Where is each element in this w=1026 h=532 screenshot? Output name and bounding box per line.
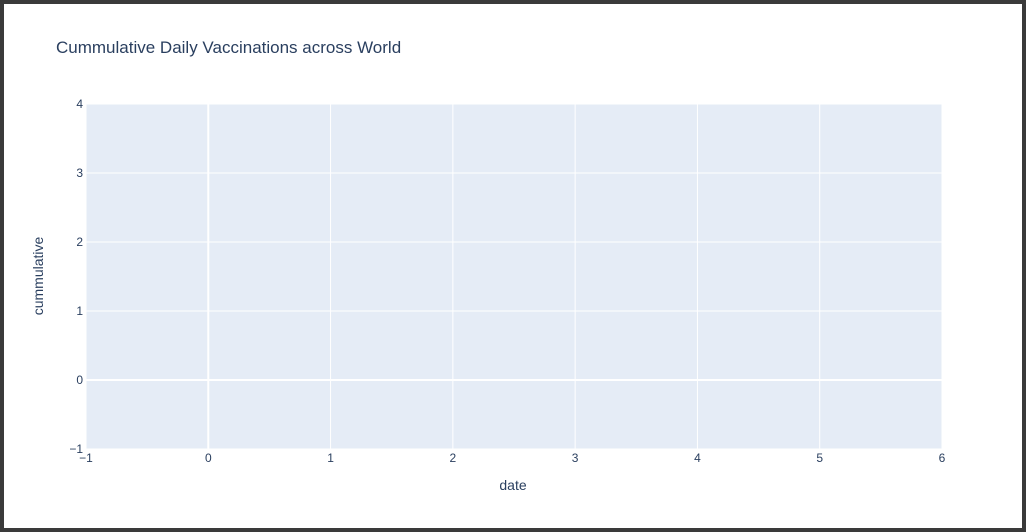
x-gridlines <box>85 104 943 449</box>
x-tick-label: 6 <box>939 451 946 465</box>
y-gridlines <box>86 103 942 450</box>
y-axis-title: cummulative <box>30 237 46 316</box>
y-axis-ticks: −1 0 1 2 3 4 <box>69 97 83 456</box>
chart-frame: −1 0 1 2 3 4 5 6 −1 0 1 2 3 4 Cummulative Daily Vacc… <box>4 4 1022 528</box>
x-axis-ticks: −1 0 1 2 3 4 5 6 <box>79 451 946 465</box>
x-tick-label: 1 <box>327 451 334 465</box>
y-tick-label: 4 <box>76 97 83 111</box>
y-tick-label: −1 <box>69 442 83 456</box>
x-tick-label: 0 <box>205 451 212 465</box>
x-tick-label: −1 <box>79 451 93 465</box>
y-tick-label: 2 <box>76 235 83 249</box>
x-tick-label: 2 <box>450 451 457 465</box>
y-tick-label: 3 <box>76 166 83 180</box>
plot-area <box>86 104 942 449</box>
y-tick-label: 1 <box>76 304 83 318</box>
x-tick-label: 4 <box>694 451 701 465</box>
x-axis-title: date <box>499 477 526 493</box>
chart-title: Cummulative Daily Vaccinations across Wo… <box>56 38 401 57</box>
chart-svg: −1 0 1 2 3 4 5 6 −1 0 1 2 3 4 Cummulative Daily Vacc… <box>30 38 946 493</box>
y-tick-label: 0 <box>76 373 83 387</box>
x-tick-label: 5 <box>816 451 823 465</box>
x-tick-label: 3 <box>572 451 579 465</box>
